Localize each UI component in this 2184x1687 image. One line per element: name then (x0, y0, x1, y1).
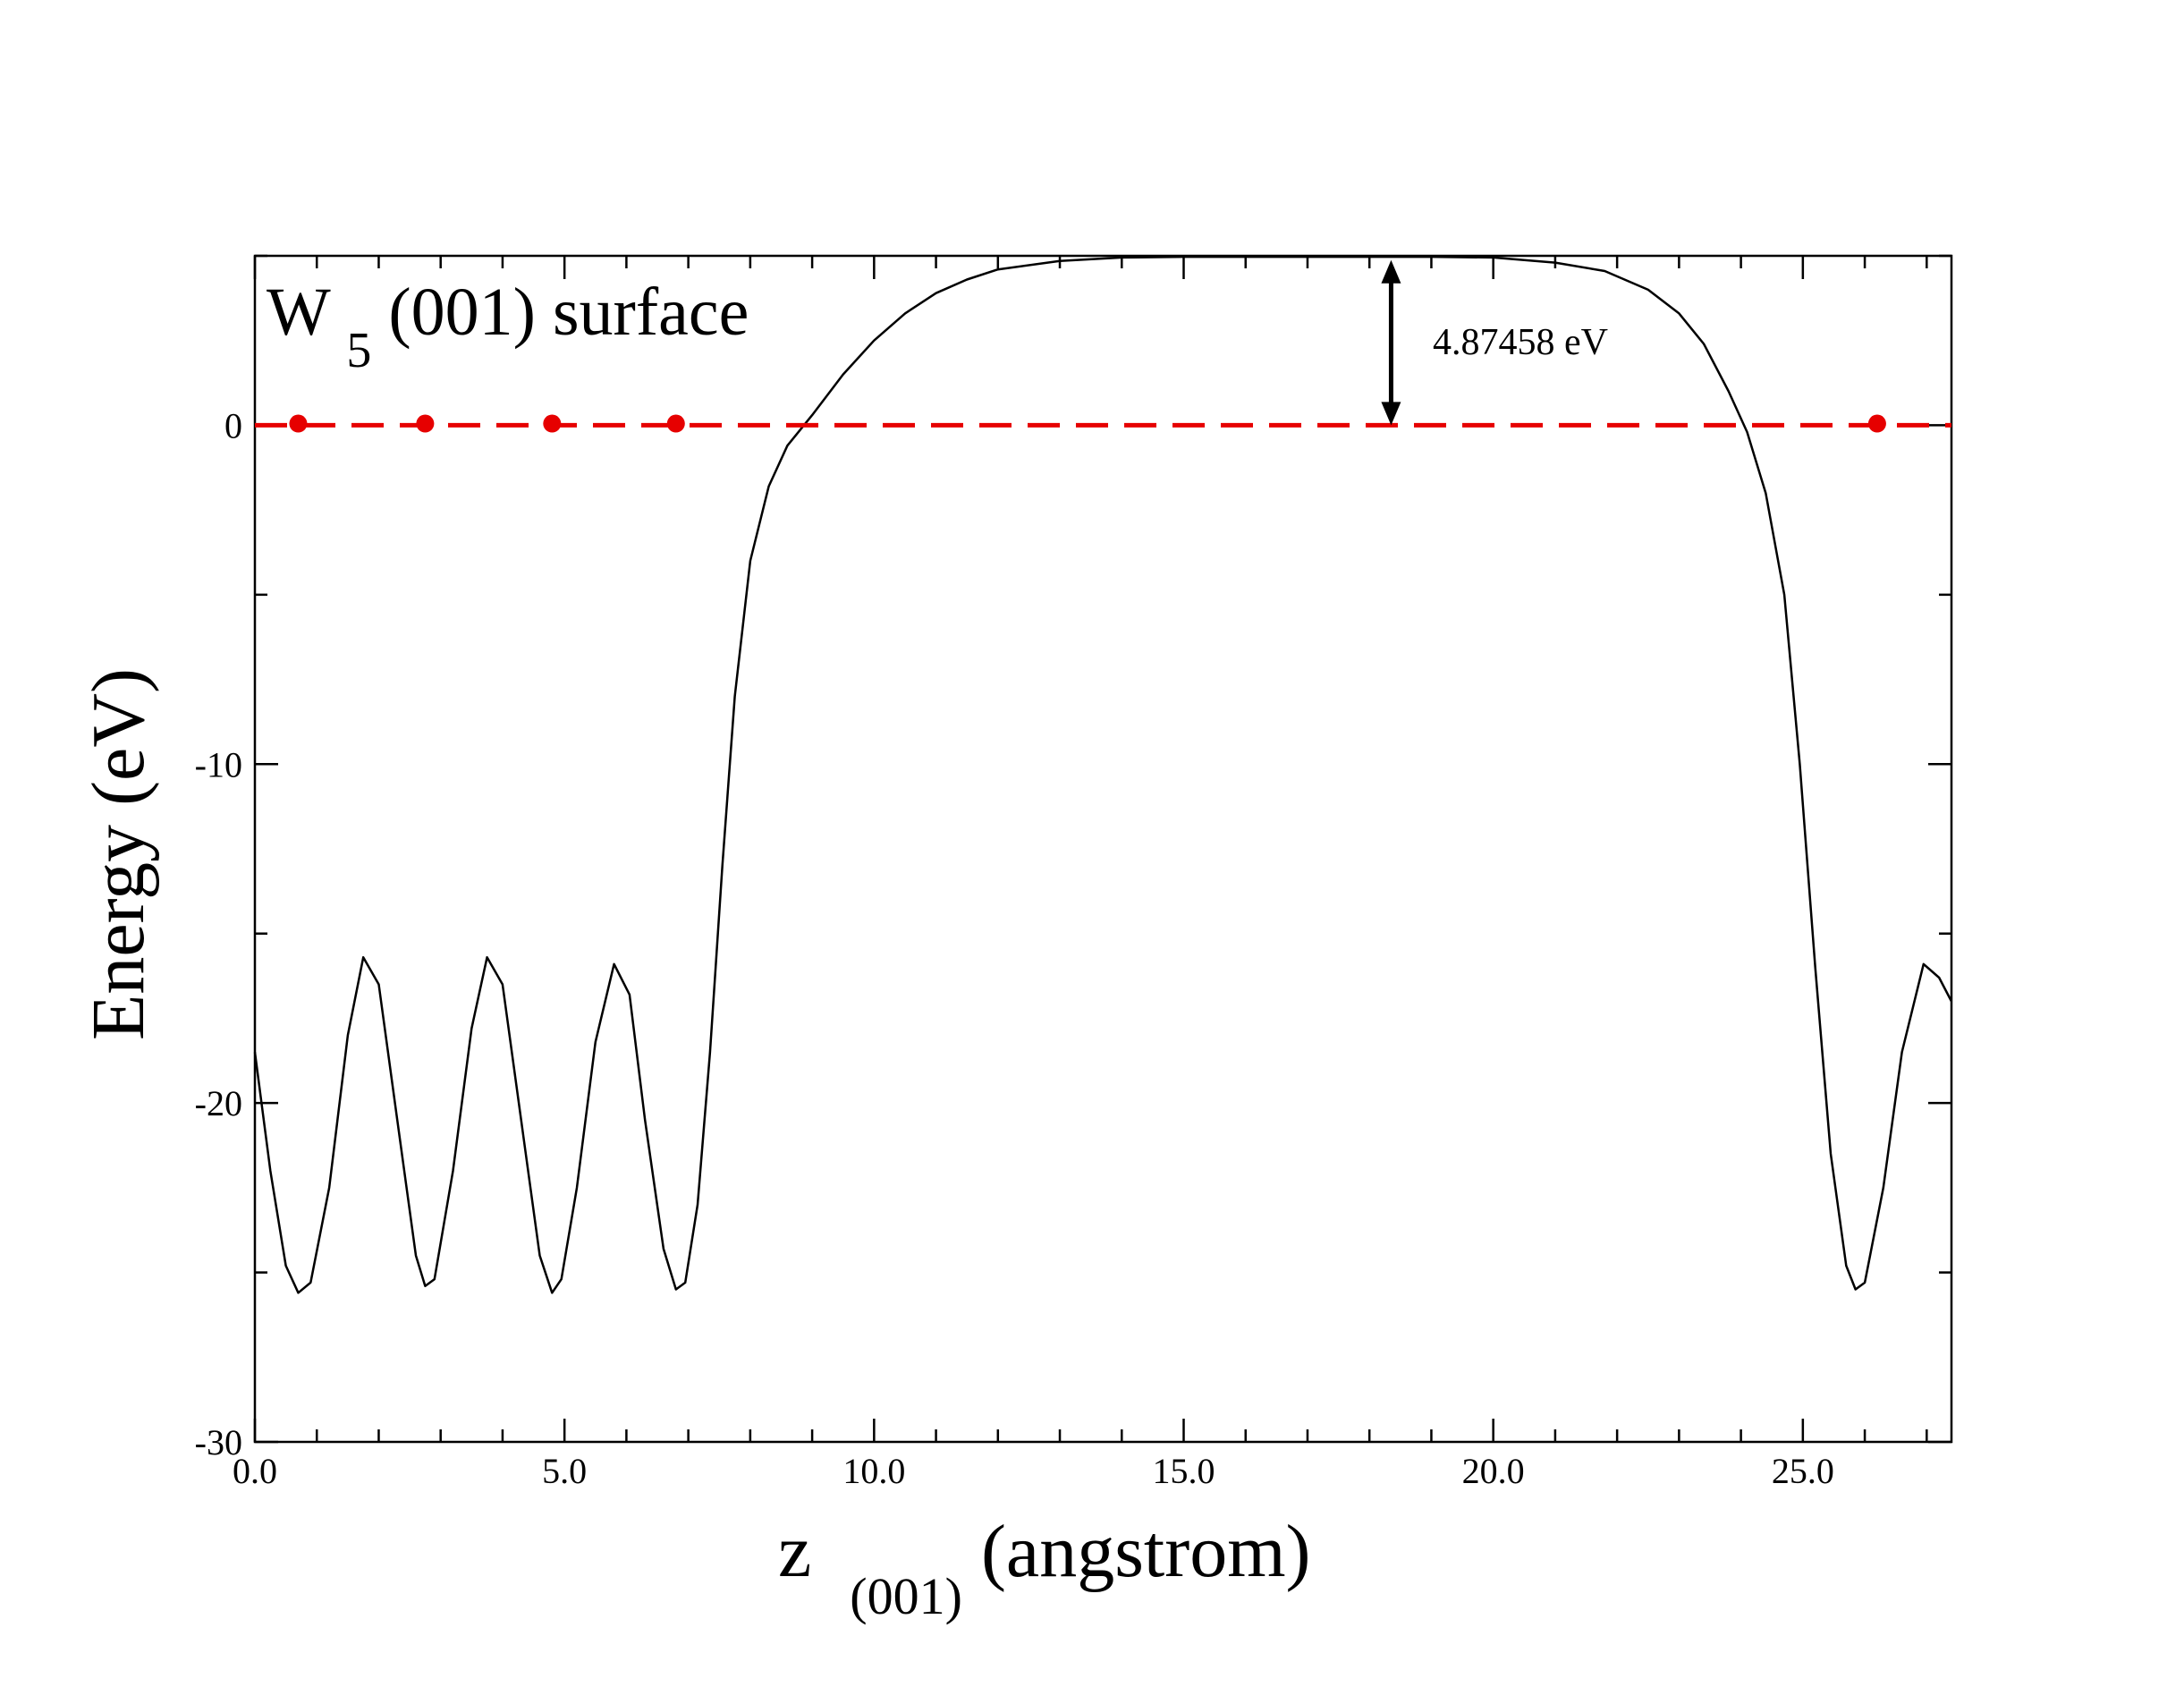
chart-title-sub: 5 (346, 323, 371, 378)
x-axis: 0.0 5.0 10.0 15.0 20.0 25.0 (233, 256, 1928, 1491)
y-tick-label: -10 (195, 744, 242, 784)
y-tick-label: 0 (224, 405, 242, 445)
atom-marker (416, 414, 435, 433)
chart-title-main: W (267, 275, 331, 350)
x-axis-label-main: z (778, 1510, 811, 1593)
y-axis: 0 -10 -20 -30 (195, 254, 1951, 1462)
x-tick-label: 15.0 (1153, 1451, 1215, 1491)
plot-area (253, 254, 1953, 1444)
x-tick-label: 5.0 (542, 1451, 587, 1491)
arrow-head-top (1381, 259, 1401, 284)
plot-frame (253, 254, 1953, 1444)
work-function-arrow (1381, 259, 1401, 426)
work-function-label: 4.87458 eV (1433, 322, 1608, 363)
marker-layer (289, 414, 1886, 433)
x-tick-label: 20.0 (1462, 1451, 1525, 1491)
x-axis-label: z (001) (angstrom) (778, 1510, 1311, 1631)
atom-marker (1867, 414, 1886, 433)
x-axis-label-rest: (angstrom) (981, 1510, 1311, 1593)
atom-marker (543, 414, 562, 433)
y-tick-label: -30 (195, 1422, 242, 1462)
x-tick-label: 25.0 (1772, 1451, 1834, 1491)
atom-marker (289, 414, 308, 433)
x-tick-label: 10.0 (842, 1451, 905, 1491)
atom-marker (666, 414, 685, 433)
chart-title: W 5 (001) surface (267, 275, 749, 382)
arrow-head-bottom (1381, 402, 1401, 426)
series-layer (253, 255, 1953, 1294)
y-tick-label: -20 (195, 1083, 242, 1123)
x-axis-label-sub: (001) (850, 1567, 962, 1625)
x-tick-label: 0.0 (233, 1451, 277, 1491)
potential-curve (253, 255, 1953, 1294)
chart-title-rest: (001) surface (388, 275, 749, 350)
y-axis-label: Energy (eV) (77, 668, 160, 1040)
